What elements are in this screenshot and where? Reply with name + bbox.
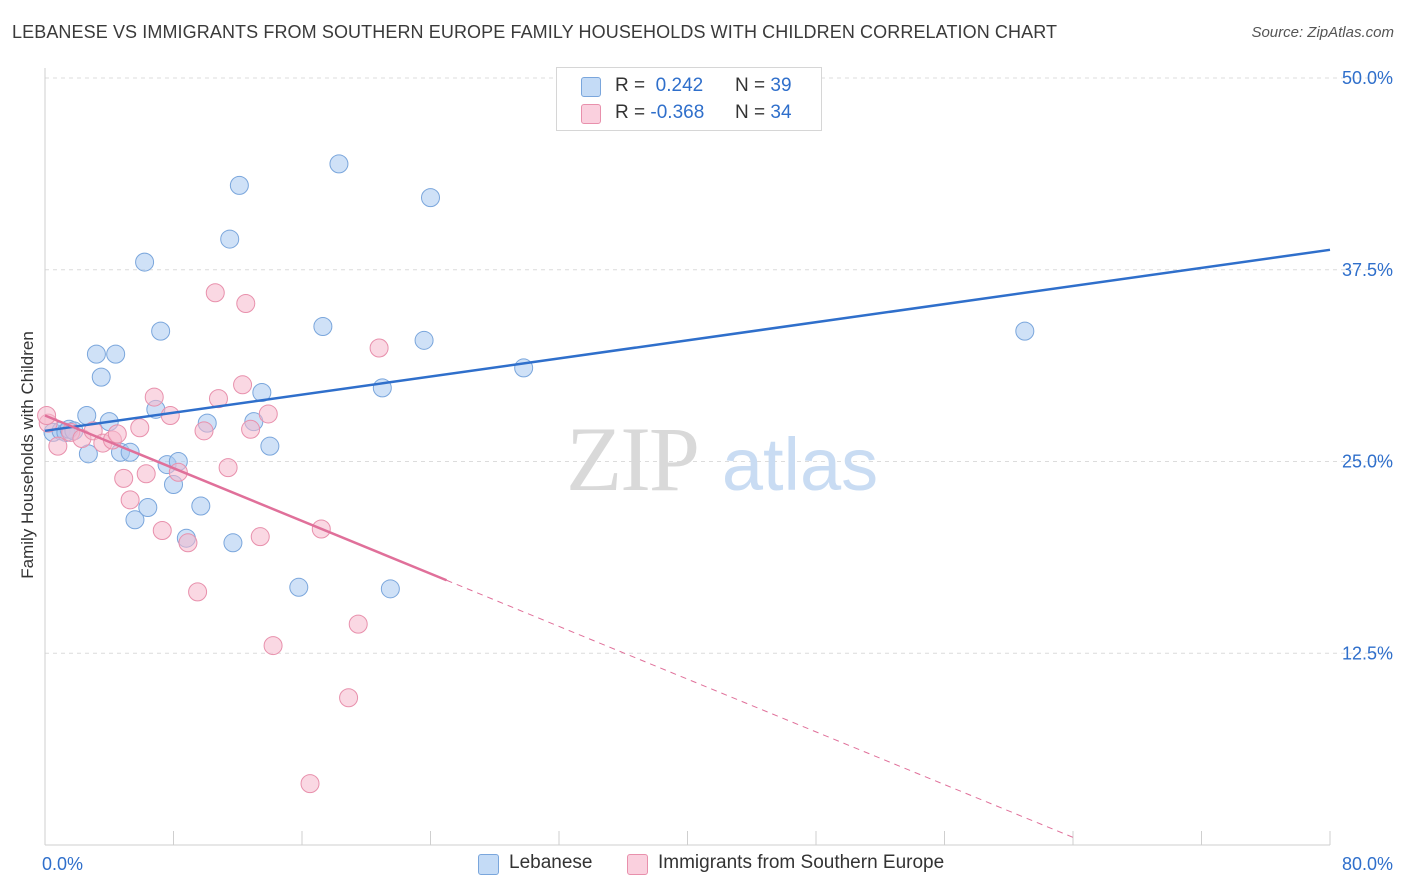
point-southern-europe: [178, 533, 198, 553]
point-lebanese: [421, 188, 440, 208]
grid-lines: [45, 77, 1392, 654]
series-legend: Lebanese Immigrants from Southern Europe: [0, 852, 1406, 878]
watermark-zip: ZIP: [566, 408, 698, 510]
n-value: 34: [770, 102, 792, 123]
point-lebanese: [1015, 321, 1035, 341]
point-southern-europe: [48, 436, 68, 456]
chart-title: LEBANESE VS IMMIGRANTS FROM SOUTHERN EUR…: [12, 22, 1058, 42]
x-tick-label: 0.0%: [42, 854, 83, 874]
y-tick-label: 12.5%: [1342, 643, 1393, 663]
point-lebanese: [223, 533, 243, 553]
n-value: 39: [770, 75, 792, 96]
point-lebanese: [260, 436, 280, 456]
point-southern-europe: [144, 387, 164, 407]
trend-line-southern-europe: [44, 414, 448, 582]
point-southern-europe: [236, 293, 256, 313]
point-lebanese: [191, 496, 211, 516]
point-southern-europe: [250, 527, 270, 547]
legend-label-southern-europe: Immigrants from Southern Europe: [658, 852, 945, 873]
legend-swatch-southern-europe: [581, 104, 601, 124]
trend-line-lebanese: [44, 248, 1331, 433]
point-southern-europe: [348, 614, 368, 634]
trend-line-southern-europe-extension: [446, 579, 1074, 838]
y-tick-label: 50.0%: [1342, 68, 1393, 88]
point-lebanese: [313, 317, 333, 337]
point-southern-europe: [136, 464, 156, 484]
point-southern-europe: [263, 636, 283, 656]
correlation-legend: R = 0.242 N = 39 R = -0.368 N = 34: [556, 67, 822, 131]
tick-labels: 12.5% 25.0% 37.5% 50.0% 0.0% 80.0%: [42, 68, 1393, 874]
point-lebanese: [138, 498, 158, 518]
point-southern-europe: [258, 404, 278, 424]
point-lebanese: [329, 154, 349, 174]
point-southern-europe: [339, 688, 359, 708]
point-lebanese: [135, 252, 155, 272]
r-stat: R = 0.242: [615, 75, 704, 96]
y-tick-label: 37.5%: [1342, 260, 1393, 280]
trend-lines: [44, 248, 1331, 838]
point-southern-europe: [188, 582, 208, 602]
point-southern-europe: [152, 521, 172, 541]
r-value: -0.368: [650, 102, 705, 123]
point-southern-europe: [300, 774, 320, 794]
point-southern-europe: [107, 424, 127, 444]
point-southern-europe: [194, 421, 214, 441]
point-lebanese: [229, 175, 249, 195]
source-credit: Source: ZipAtlas.com: [1251, 24, 1394, 41]
point-southern-europe: [114, 468, 134, 488]
point-southern-europe: [241, 419, 261, 439]
point-lebanese: [151, 321, 171, 341]
point-southern-europe: [233, 375, 253, 395]
point-southern-europe: [120, 490, 140, 510]
n-stat: N = 39: [735, 75, 792, 96]
point-lebanese: [106, 344, 126, 364]
point-lebanese: [414, 330, 434, 350]
legend-label-lebanese: Lebanese: [509, 852, 593, 873]
legend-swatch-lebanese: [581, 77, 601, 97]
watermark-atlas: atlas: [722, 423, 878, 506]
x-tick-label: 80.0%: [1342, 854, 1393, 874]
point-southern-europe: [369, 338, 389, 358]
r-value: 0.242: [655, 75, 704, 96]
legend-swatch-southern-europe: [627, 854, 648, 875]
r-stat: R = -0.368: [615, 102, 705, 123]
point-southern-europe: [205, 283, 225, 303]
n-stat: N = 34: [735, 102, 792, 123]
point-southern-europe: [130, 418, 150, 438]
point-lebanese: [91, 367, 111, 387]
point-lebanese: [86, 344, 106, 364]
y-tick-label: 25.0%: [1342, 452, 1393, 472]
point-lebanese: [220, 229, 240, 249]
point-southern-europe: [160, 405, 180, 425]
point-lebanese: [380, 579, 400, 599]
point-lebanese: [289, 577, 309, 597]
point-southern-europe: [218, 458, 238, 478]
axes: [44, 68, 1331, 846]
legend-swatch-lebanese: [478, 854, 499, 875]
point-lebanese: [125, 510, 145, 530]
